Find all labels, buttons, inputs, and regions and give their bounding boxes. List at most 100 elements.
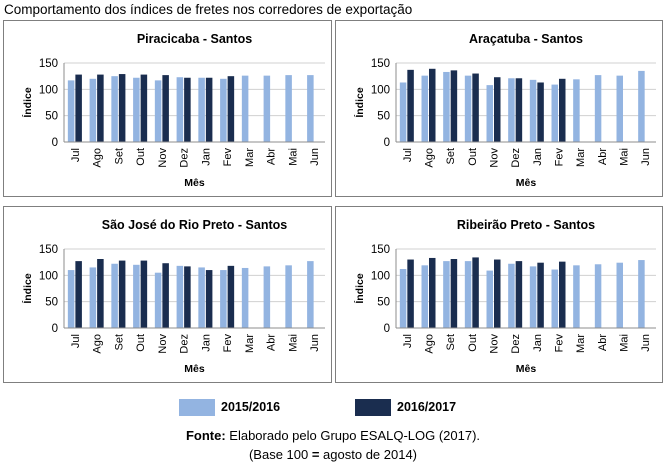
bar-2015-2016-ago (421, 265, 428, 328)
x-tick-label: Abr (597, 334, 609, 351)
x-tick-label: Mai (287, 334, 299, 352)
bar-2016-2017-fev (559, 78, 566, 142)
source-text: Elaborado pelo Grupo ESALQ-LOG (2017). (225, 428, 481, 443)
bar-2015-2016-dez (176, 77, 184, 142)
bar-2015-2016-dez (176, 265, 184, 328)
x-tick-label: Ago (92, 334, 104, 354)
base-note-equals: = (311, 447, 320, 462)
x-tick-label: Out (135, 334, 147, 352)
y-tick-label: 0 (52, 137, 58, 149)
bar-2016-2017-jan (537, 262, 544, 328)
bar-2015-2016-mai (285, 265, 292, 328)
bar-2016-2017-out (472, 73, 479, 142)
x-tick-label: Nov (489, 148, 501, 168)
x-tick-label: Out (467, 334, 479, 352)
bar-2015-2016-fev (551, 269, 558, 328)
y-tick-label: 50 (377, 111, 390, 123)
legend-swatch-2015-2016 (179, 399, 215, 416)
x-tick-label: Dez (179, 334, 191, 354)
bar-2015-2016-jun (638, 70, 645, 142)
bar-2015-2016-jun (307, 75, 314, 142)
bar-2015-2016-jul (399, 269, 407, 328)
y-tick-label: 150 (39, 244, 58, 256)
bar-2016-2017-nov (494, 77, 501, 142)
bar-2015-2016-nov (154, 80, 162, 142)
x-tick-label: Jan (200, 334, 212, 352)
bar-2016-2017-dez (515, 261, 523, 328)
bar-2016-2017-jan (537, 82, 544, 142)
bar-2015-2016-out (464, 261, 472, 328)
bar-2016-2017-dez (184, 266, 191, 328)
x-tick-label: Fev (222, 334, 234, 353)
bar-2015-2016-mai (616, 262, 623, 328)
x-tick-label: Mai (619, 334, 631, 352)
y-axis-title: Índice (21, 87, 34, 118)
bar-2015-2016-fev (220, 78, 227, 142)
y-axis-title: Índice (353, 87, 366, 118)
bar-2015-2016-nov (154, 272, 162, 328)
x-tick-label: Ago (424, 334, 436, 354)
x-tick-label: Jun (640, 148, 652, 166)
x-tick-label: Dez (510, 334, 522, 354)
bar-2015-2016-mar (241, 75, 249, 142)
y-tick-label: 150 (371, 58, 390, 70)
x-tick-label: Fev (222, 148, 234, 167)
bar-2015-2016-ago (89, 78, 97, 142)
x-tick-label: Mar (575, 148, 587, 167)
bar-2015-2016-dez (508, 78, 515, 142)
chart-title: Araçatuba - Santos (469, 32, 583, 46)
x-tick-label: Mai (619, 148, 631, 166)
x-tick-label: Set (445, 148, 457, 165)
chart-svg: Piracicaba - Santos 0 50 100 150 Índice Jul Ago… (21, 32, 325, 189)
bar-2016-2017-set (118, 260, 126, 328)
x-tick-label: Nov (489, 334, 501, 354)
x-tick-label: Jan (532, 148, 544, 166)
bar-2016-2017-fev (227, 76, 235, 142)
x-tick-label: Jun (309, 148, 321, 166)
bar-2016-2017-nov (162, 263, 169, 328)
bar-2016-2017-ago (97, 259, 104, 328)
bar-2015-2016-fev (551, 84, 558, 142)
base-note: (Base 100 = agosto de 2014) (0, 447, 666, 462)
y-tick-label: 0 (52, 323, 58, 335)
x-tick-label: Abr (266, 148, 278, 165)
bar-2015-2016-abr (594, 264, 602, 328)
bar-2016-2017-fev (227, 265, 235, 328)
bar-2015-2016-jul (67, 80, 75, 142)
bar-2015-2016-mar (573, 265, 580, 328)
legend: 2015/2016 2016/2017 (0, 396, 666, 420)
chart-svg: Ribeirão Preto - Santos 0 50 100 150 Índice Ju… (353, 218, 656, 375)
bar-2015-2016-out (464, 75, 472, 142)
y-tick-label: 0 (384, 323, 390, 335)
y-tick-label: 150 (371, 244, 390, 256)
x-tick-label: Ago (92, 148, 104, 168)
x-tick-label: Abr (266, 334, 278, 351)
bar-2016-2017-jul (407, 69, 414, 142)
bar-2016-2017-ago (97, 74, 104, 142)
bar-2016-2017-jul (75, 261, 82, 328)
base-note-open: (Base 100 (248, 447, 312, 462)
chart-title: São José do Rio Preto - Santos (102, 218, 287, 232)
x-tick-label: Nov (157, 334, 169, 354)
x-tick-label: Jul (70, 148, 82, 162)
bar-2015-2016-nov (486, 85, 493, 142)
bar-2015-2016-mar (241, 267, 249, 328)
bar-2015-2016-jan (529, 79, 537, 142)
bar-2016-2017-set (450, 70, 458, 142)
x-tick-label: Set (113, 334, 125, 351)
x-tick-label: Mar (244, 148, 256, 167)
bar-2015-2016-mai (616, 75, 623, 142)
base-note-close: agosto de 2014) (319, 447, 418, 462)
bar-2015-2016-nov (486, 270, 493, 328)
x-tick-label: Jul (402, 334, 414, 348)
chart-title: Piracicaba - Santos (137, 32, 252, 46)
y-tick-label: 0 (384, 137, 390, 149)
x-tick-label: Dez (510, 148, 522, 168)
x-tick-label: Jun (640, 334, 652, 352)
bar-2015-2016-jul (399, 82, 407, 142)
bar-2016-2017-dez (184, 77, 191, 142)
y-tick-label: 50 (45, 111, 58, 123)
x-axis-title: Mês (184, 363, 205, 375)
bar-2015-2016-mar (573, 79, 580, 142)
bar-2015-2016-set (443, 71, 450, 142)
